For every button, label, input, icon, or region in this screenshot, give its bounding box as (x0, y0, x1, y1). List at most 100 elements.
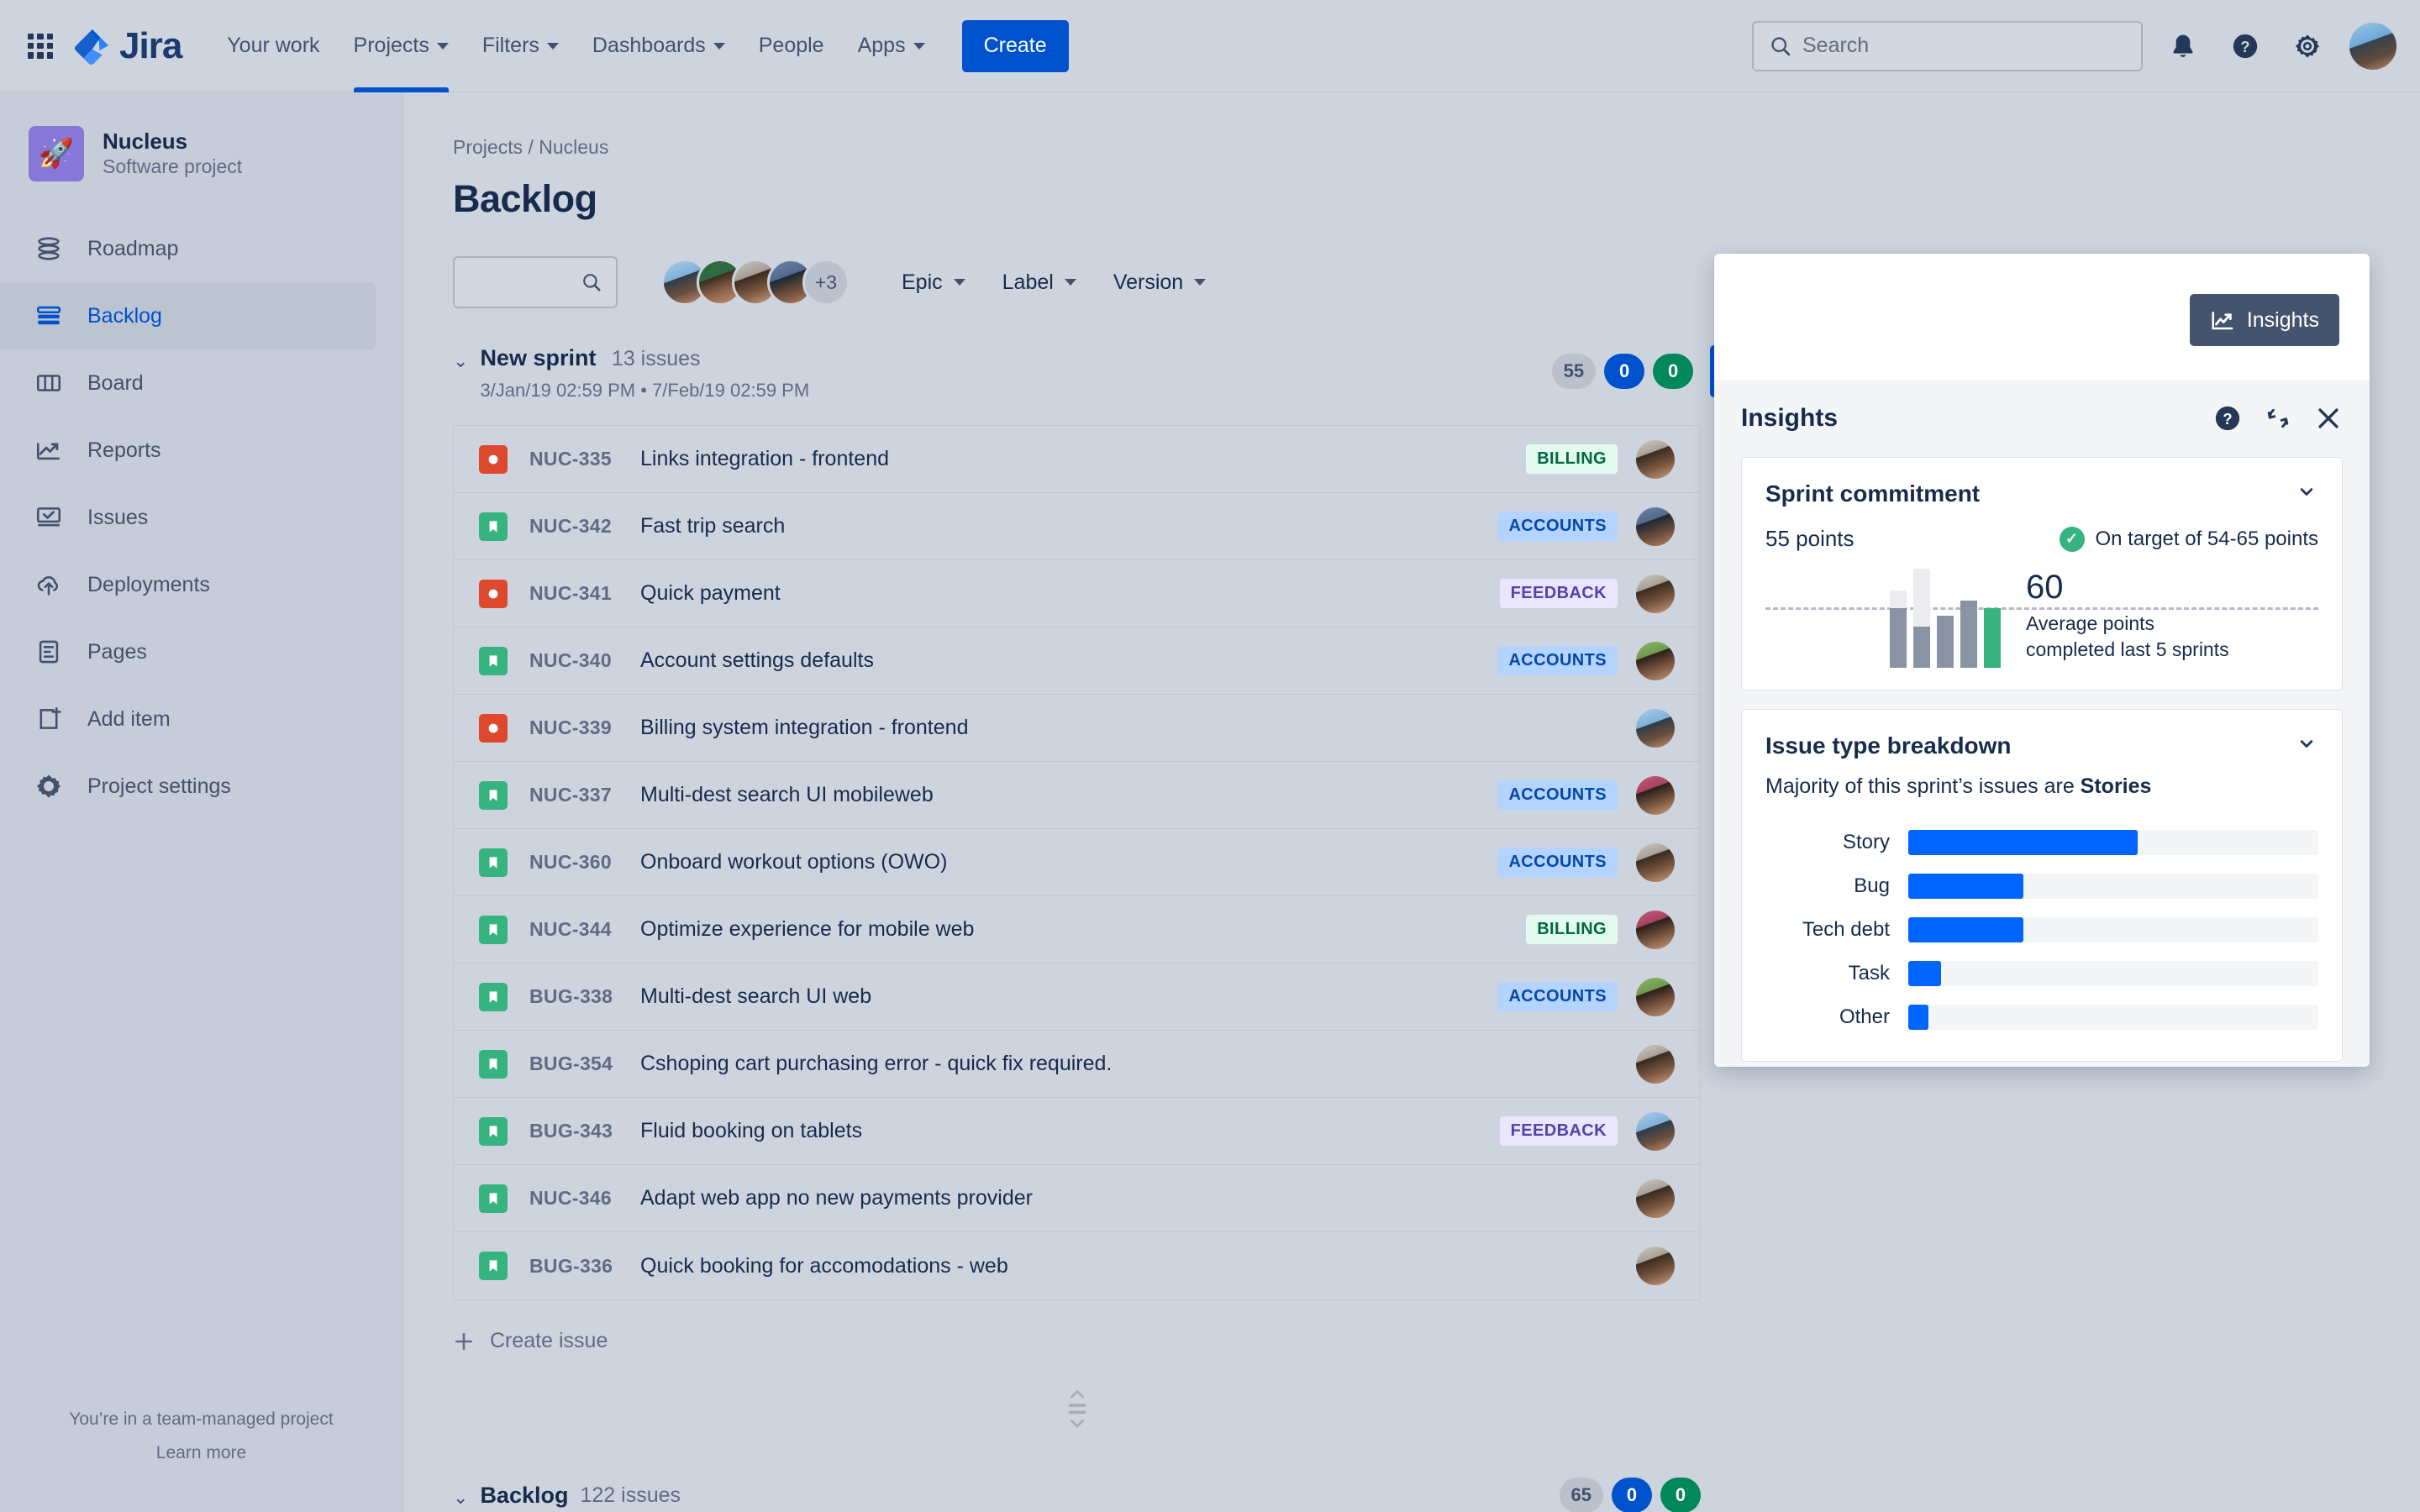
issue-summary[interactable]: Optimize experience for mobile web (640, 917, 975, 941)
table-row[interactable]: BUG-343 Fluid booking on tablets FEEDBACK (454, 1098, 1700, 1165)
avatar[interactable] (697, 259, 744, 306)
epic-label[interactable]: ACCOUNTS (1497, 780, 1618, 810)
epic-label[interactable]: ACCOUNTS (1497, 848, 1618, 877)
breadcrumb[interactable]: Projects / Nucleus (453, 136, 609, 158)
issue-key[interactable]: NUC-344 (529, 918, 612, 940)
app-switcher-icon[interactable] (22, 28, 59, 65)
assignee-avatar[interactable] (1636, 439, 1675, 479)
issue-key[interactable]: NUC-335 (529, 448, 612, 470)
table-row[interactable]: NUC-340 Account settings defaults ACCOUNTS (454, 627, 1700, 695)
user-avatar[interactable] (2348, 20, 2398, 71)
sidebar-item-deployments[interactable]: Deployments (0, 551, 376, 618)
sidebar-item-reports[interactable]: Reports (0, 417, 376, 484)
epic-label[interactable]: BILLING (1526, 444, 1618, 474)
project-header[interactable]: 🚀 Nucleus Software project (0, 92, 402, 181)
filter-epic[interactable]: Epic (886, 260, 981, 305)
global-search-input[interactable]: Search (1752, 20, 2143, 71)
table-row[interactable]: NUC-344 Optimize experience for mobile we… (454, 896, 1700, 963)
table-row[interactable]: BUG-354 Cshoping cart purchasing error - … (454, 1031, 1700, 1098)
issue-key[interactable]: BUG-343 (529, 1120, 613, 1142)
sidebar-item-add-item[interactable]: Add item (0, 685, 376, 753)
assignee-avatar[interactable] (1636, 1111, 1675, 1151)
issue-summary[interactable]: Multi-dest search UI mobileweb (640, 783, 934, 806)
assignee-avatar[interactable] (1636, 1247, 1675, 1285)
badge-inprogress[interactable]: 0 (1604, 354, 1645, 389)
issue-key[interactable]: BUG-338 (529, 985, 613, 1007)
help-circle-icon[interactable]: ? (2213, 404, 2242, 433)
create-issue-button[interactable]: Create issue (453, 1329, 2420, 1353)
table-row[interactable]: NUC-342 Fast trip search ACCOUNTS (454, 493, 1700, 560)
issue-summary[interactable]: Fast trip search (640, 514, 786, 538)
epic-label[interactable]: BILLING (1526, 915, 1618, 944)
backlog-search-input[interactable] (453, 256, 618, 308)
create-button[interactable]: Create (961, 19, 1069, 72)
issue-key[interactable]: NUC-346 (529, 1187, 612, 1209)
epic-label[interactable]: ACCOUNTS (1497, 646, 1618, 675)
issue-summary[interactable]: Adapt web app no new payments provider (640, 1186, 1033, 1210)
sprint-name[interactable]: New sprint (480, 345, 597, 370)
filter-label[interactable]: Label (987, 260, 1092, 305)
nav-item-dashboards[interactable]: Dashboards (576, 0, 742, 92)
close-icon[interactable] (2314, 404, 2343, 433)
table-row[interactable]: NUC-335 Links integration - frontend BILLI… (454, 426, 1700, 493)
insights-toggle-button[interactable]: Insights (2189, 294, 2339, 346)
table-row[interactable]: BUG-338 Multi-dest search UI web ACCOUNTS (454, 963, 1700, 1031)
table-row[interactable]: BUG-336 Quick booking for accomodations -… (454, 1232, 1700, 1299)
issue-key[interactable]: NUC-360 (529, 851, 612, 873)
issue-summary[interactable]: Quick booking for accomodations - web (640, 1253, 1008, 1278)
issue-key[interactable]: NUC-339 (529, 717, 612, 738)
badge-todo[interactable]: 65 (1559, 1478, 1603, 1512)
assignee-avatar[interactable] (1636, 1179, 1675, 1218)
badge-done[interactable]: 0 (1653, 354, 1694, 389)
table-row[interactable]: NUC-341 Quick payment FEEDBACK (454, 560, 1700, 627)
settings-button[interactable] (2286, 24, 2329, 68)
jira-logo[interactable]: Jira (72, 25, 182, 67)
nav-item-people[interactable]: People (742, 0, 841, 92)
nav-item-apps[interactable]: Apps (841, 0, 942, 92)
sidebar-item-issues[interactable]: Issues (0, 484, 376, 551)
table-row[interactable]: NUC-360 Onboard workout options (OWO) ACCO… (454, 829, 1700, 896)
issue-summary[interactable]: Onboard workout options (OWO) (640, 850, 948, 874)
assignee-avatar[interactable] (1636, 775, 1675, 815)
table-row[interactable]: NUC-339 Billing system integration - fron… (454, 695, 1700, 762)
avatar-overflow-count[interactable]: +3 (802, 259, 850, 306)
table-row[interactable]: NUC-337 Multi-dest search UI mobileweb ACC… (454, 762, 1700, 829)
issue-summary[interactable]: Multi-dest search UI web (640, 984, 872, 1008)
resize-handle[interactable] (453, 1389, 1701, 1431)
learn-more-link[interactable]: Learn more (155, 1443, 247, 1463)
badge-todo[interactable]: 55 (1551, 354, 1597, 389)
issue-key[interactable]: NUC-340 (529, 649, 612, 671)
filter-version[interactable]: Version (1098, 260, 1221, 305)
assignee-avatar[interactable] (1636, 574, 1675, 613)
badge-done[interactable]: 0 (1660, 1478, 1701, 1512)
nav-item-projects[interactable]: Projects (337, 0, 466, 92)
refresh-icon[interactable] (2264, 404, 2292, 433)
assignee-avatar[interactable] (1636, 507, 1675, 546)
badge-inprogress[interactable]: 0 (1612, 1478, 1652, 1512)
nav-item-your-work[interactable]: Your work (210, 0, 336, 92)
epic-label[interactable]: ACCOUNTS (1497, 512, 1618, 541)
epic-label[interactable]: ACCOUNTS (1497, 982, 1618, 1011)
sidebar-item-backlog[interactable]: Backlog (0, 282, 376, 349)
issue-summary[interactable]: Cshoping cart purchasing error - quick f… (640, 1052, 1113, 1075)
issue-key[interactable]: NUC-342 (529, 515, 612, 537)
issue-summary[interactable]: Links integration - frontend (640, 447, 890, 470)
help-button[interactable]: ? (2223, 24, 2267, 68)
epic-label[interactable]: FEEDBACK (1499, 1116, 1618, 1146)
chevron-down-icon[interactable] (2295, 480, 2318, 507)
table-row[interactable]: NUC-346 Adapt web app no new payments pro… (454, 1165, 1700, 1232)
backlog-name[interactable]: Backlog (480, 1482, 569, 1508)
sidebar-item-project-settings[interactable]: Project settings (0, 753, 376, 820)
notifications-button[interactable] (2161, 24, 2205, 68)
sidebar-item-board[interactable]: Board (0, 349, 376, 417)
assignee-avatar[interactable] (1636, 977, 1675, 1016)
issue-summary[interactable]: Account settings defaults (640, 648, 874, 672)
assignee-avatar[interactable] (1636, 708, 1675, 748)
assignee-avatar[interactable] (1636, 843, 1675, 882)
issue-key[interactable]: NUC-341 (529, 582, 612, 604)
sidebar-item-roadmap[interactable]: Roadmap (0, 215, 376, 282)
nav-item-filters[interactable]: Filters (466, 0, 576, 92)
assignee-avatar[interactable] (1636, 641, 1675, 680)
issue-summary[interactable]: Quick payment (640, 581, 781, 605)
issue-summary[interactable]: Fluid booking on tablets (640, 1119, 863, 1142)
